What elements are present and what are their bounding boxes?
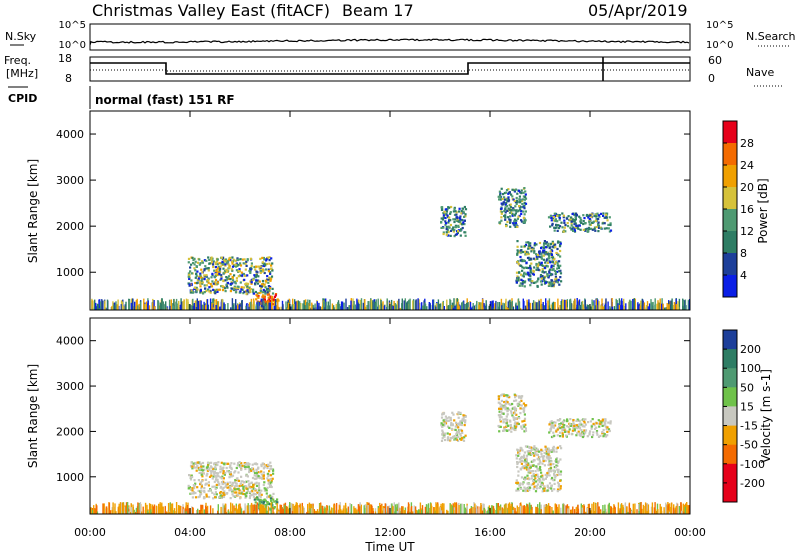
velocity-ytick-label-3: 1000 xyxy=(56,471,84,484)
nave-tick-bottom: 0 xyxy=(708,72,715,85)
power-colorbar-seg-4 xyxy=(723,209,737,232)
velocity-colorbar-tick-3: 15 xyxy=(740,400,754,413)
power-colorbar-seg-3 xyxy=(723,187,737,210)
velocity-echo-region-3 xyxy=(497,393,528,433)
velocity-ylabel: Slant Range [km] xyxy=(26,364,40,468)
sky-tick-bottom-right: 10^0 xyxy=(706,40,733,51)
freq-panel: Freq. [MHz] 18 8 60 0 Nave xyxy=(4,52,784,87)
cpid-label: CPID xyxy=(8,92,37,105)
velocity-colorbar-tick-2: 50 xyxy=(740,381,754,394)
velocity-ytick-label-2: 2000 xyxy=(56,425,84,438)
velocity-colorbar-seg-6 xyxy=(723,444,737,465)
velocity-colorbar-seg-1 xyxy=(723,349,737,369)
velocity-colorbar-tick-4: -15 xyxy=(740,420,758,433)
velocity-ytick-label-1: 3000 xyxy=(56,380,84,393)
xtick-label-0: 00:00 xyxy=(74,526,106,539)
cpid-text: normal (fast) 151 RF xyxy=(95,93,235,107)
power-colorbar-seg-2 xyxy=(723,165,737,188)
freq-tick-top: 18 xyxy=(58,52,72,65)
xtick-label-5: 20:00 xyxy=(574,526,606,539)
velocity-panel: 4000 3000 2000 1000 00:00 04:00 08:00 12:00 16:0… xyxy=(26,317,773,554)
nsky-label: N.Sky xyxy=(5,30,37,43)
power-ytick-label-2: 2000 xyxy=(56,220,84,233)
power-colorbar-tick-2: 20 xyxy=(740,181,754,194)
power-colorbar-tick-0: 28 xyxy=(740,137,754,150)
xtick-label-2: 08:00 xyxy=(274,526,306,539)
velocity-echo-region-2 xyxy=(440,411,467,442)
nsky-trace xyxy=(89,38,690,46)
velocity-echo-region-4 xyxy=(515,445,563,493)
xtick-label-4: 16:00 xyxy=(474,526,506,539)
velocity-colorbar-seg-2 xyxy=(723,368,737,388)
velocity-colorbar-seg-4 xyxy=(723,406,737,426)
velocity-colorbar-seg-5 xyxy=(723,425,737,446)
power-colorbar-tick-5: 8 xyxy=(740,247,747,260)
xtick-label-3: 12:00 xyxy=(374,526,406,539)
velocity-colorbar-tick-0: 200 xyxy=(740,343,761,356)
power-ytick-label-1: 3000 xyxy=(56,174,84,187)
power-ytick-label-3: 1000 xyxy=(56,266,84,279)
velocity-echo-region-6 xyxy=(90,502,690,514)
power-echo-region-4 xyxy=(515,240,563,288)
date-label: 05/Apr/2019 xyxy=(588,1,688,20)
velocity-colorbar-tick-1: 100 xyxy=(740,362,761,375)
nave-tick-top: 60 xyxy=(708,54,722,67)
velocity-colorbar-tick-7: -200 xyxy=(740,477,765,490)
power-echo-region-6 xyxy=(91,298,691,310)
velocity-colorbar-seg-8 xyxy=(723,482,737,503)
velocity-colorbar-label: Velocity [m s-1] xyxy=(759,369,773,463)
power-echo-region-0 xyxy=(187,256,275,296)
sky-tick-top-right: 10^5 xyxy=(706,20,733,31)
freq-label: Freq. xyxy=(4,54,31,67)
power-colorbar-seg-0 xyxy=(723,121,737,144)
plot-title: Christmas Valley East (fitACF) xyxy=(92,1,330,20)
nave-trace xyxy=(90,69,690,72)
sky-panel: N.Sky 10^5 10^0 10^5 10^0 N.Search xyxy=(5,20,796,51)
power-echo-region-2 xyxy=(440,205,468,238)
power-panel: 4000 3000 2000 1000 Slant Range [km] 28 24 20… xyxy=(26,110,770,311)
mhz-label: [MHz] xyxy=(6,67,38,80)
velocity-colorbar-seg-0 xyxy=(723,330,737,350)
power-colorbar-seg-7 xyxy=(723,275,737,298)
time-xlabel: Time UT xyxy=(364,540,415,554)
velocity-colorbar-tick-6: -100 xyxy=(740,458,765,471)
power-colorbar-tick-3: 16 xyxy=(740,203,754,216)
power-echo-region-3 xyxy=(497,187,528,228)
xtick-label-6: 00:00 xyxy=(674,526,706,539)
power-colorbar-tick-4: 12 xyxy=(740,225,754,238)
velocity-echo-region-0 xyxy=(187,461,275,500)
velocity-echo-region-5 xyxy=(548,418,612,439)
power-colorbar-label: Power [dB] xyxy=(756,178,770,243)
power-colorbar-seg-5 xyxy=(723,231,737,254)
sky-tick-top-left: 10^5 xyxy=(59,20,86,31)
power-colorbar-seg-1 xyxy=(723,143,737,166)
nsearch-label: N.Search xyxy=(746,30,796,43)
power-ylabel: Slant Range [km] xyxy=(26,159,40,263)
nave-label: Nave xyxy=(746,66,774,79)
xtick-label-1: 04:00 xyxy=(174,526,206,539)
freq-trace xyxy=(90,62,690,75)
sky-tick-bottom-left: 10^0 xyxy=(59,40,86,51)
velocity-colorbar-tick-5: -50 xyxy=(740,439,758,452)
power-ytick-label-0: 4000 xyxy=(56,128,84,141)
power-colorbar-seg-6 xyxy=(723,253,737,276)
power-colorbar-tick-6: 4 xyxy=(740,269,747,282)
beam-label: Beam 17 xyxy=(342,1,414,20)
velocity-colorbar-seg-7 xyxy=(723,463,737,484)
power-echo-region-5 xyxy=(547,212,613,233)
freq-tick-bottom: 8 xyxy=(65,72,72,85)
velocity-ytick-label-0: 4000 xyxy=(56,335,84,348)
power-colorbar-tick-1: 24 xyxy=(740,159,754,172)
velocity-colorbar-seg-3 xyxy=(723,387,737,407)
